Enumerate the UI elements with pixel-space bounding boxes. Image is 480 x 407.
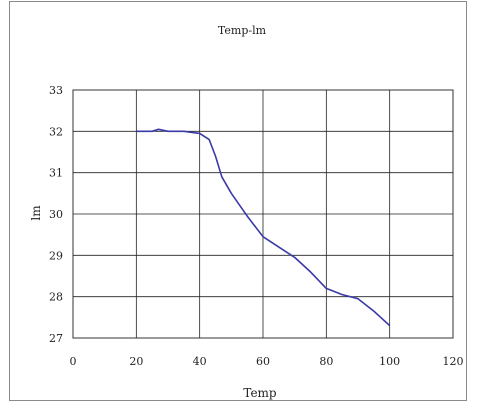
y-tick-label: 28: [49, 291, 63, 304]
x-tick-label: 60: [256, 355, 270, 368]
grid: [72, 89, 454, 339]
x-tick-label: 40: [193, 355, 207, 368]
x-tick-label: 120: [443, 355, 464, 368]
x-tick-label: 20: [129, 355, 143, 368]
y-tick-label: 32: [49, 125, 63, 138]
x-axis-label: Temp: [243, 386, 277, 400]
x-tick-label: 80: [319, 355, 333, 368]
y-tick-label: 29: [49, 249, 63, 262]
x-tick-label: 100: [379, 355, 400, 368]
y-tick-label: 30: [49, 208, 63, 221]
y-tick-label: 27: [49, 332, 63, 345]
tick-labels: 0 20 40 60 80 100 120 27 28 29 30 31 32 33: [49, 84, 464, 368]
series-layer: [136, 128, 391, 327]
chart-title: Temp-lm: [218, 24, 267, 37]
chart-frame: [9, 1, 467, 401]
y-tick-label: 33: [49, 84, 63, 97]
y-axis-label: lm: [29, 205, 43, 221]
series-line-0: [136, 128, 391, 327]
x-tick-label: 0: [70, 355, 77, 368]
y-tick-label: 31: [49, 167, 63, 180]
